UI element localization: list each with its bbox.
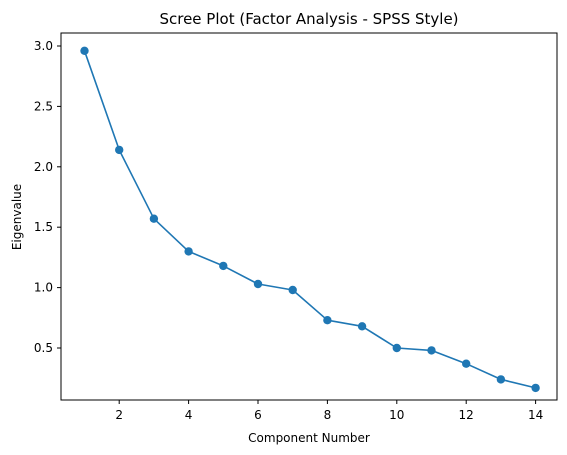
- y-axis-ticks: 0.5 1.0 1.5 2.0 2.5 3.0: [34, 39, 61, 355]
- x-tick-label: 6: [254, 408, 262, 422]
- x-tick-label: 14: [528, 408, 543, 422]
- y-tick-label: 1.5: [34, 220, 53, 234]
- series-layer: [80, 46, 540, 393]
- series-line: [83, 50, 536, 389]
- y-tick-label: 0.5: [34, 341, 53, 355]
- data-point: [357, 322, 367, 331]
- data-point: [323, 316, 332, 325]
- x-tick-label: 12: [459, 408, 474, 422]
- data-point: [149, 214, 159, 223]
- data-point: [288, 285, 297, 295]
- y-tick-label: 2.0: [34, 160, 53, 174]
- y-tick-label: 1.0: [34, 281, 53, 295]
- y-tick-label: 2.5: [34, 99, 53, 113]
- y-axis-label: Eigenvalue: [10, 184, 24, 250]
- chart-title: Scree Plot (Factor Analysis - SPSS Style…: [159, 10, 458, 28]
- plot-area-frame: [60, 32, 558, 401]
- data-point: [531, 383, 540, 393]
- data-point: [496, 375, 506, 384]
- data-point: [392, 343, 401, 353]
- data-point: [219, 261, 228, 271]
- data-point: [462, 359, 471, 368]
- data-point: [253, 279, 263, 289]
- data-point: [115, 145, 124, 155]
- x-tick-label: 2: [115, 408, 123, 422]
- y-tick-label: 3.0: [34, 39, 53, 53]
- data-point: [427, 346, 436, 355]
- x-tick-label: 8: [324, 408, 332, 422]
- data-point: [80, 46, 89, 55]
- x-tick-label: 4: [185, 408, 193, 422]
- x-axis-label: Component Number: [248, 431, 370, 445]
- x-tick-label: 10: [389, 408, 404, 422]
- data-point: [184, 247, 193, 256]
- x-axis-ticks: 2 4 6 8 10 12 14: [115, 400, 543, 422]
